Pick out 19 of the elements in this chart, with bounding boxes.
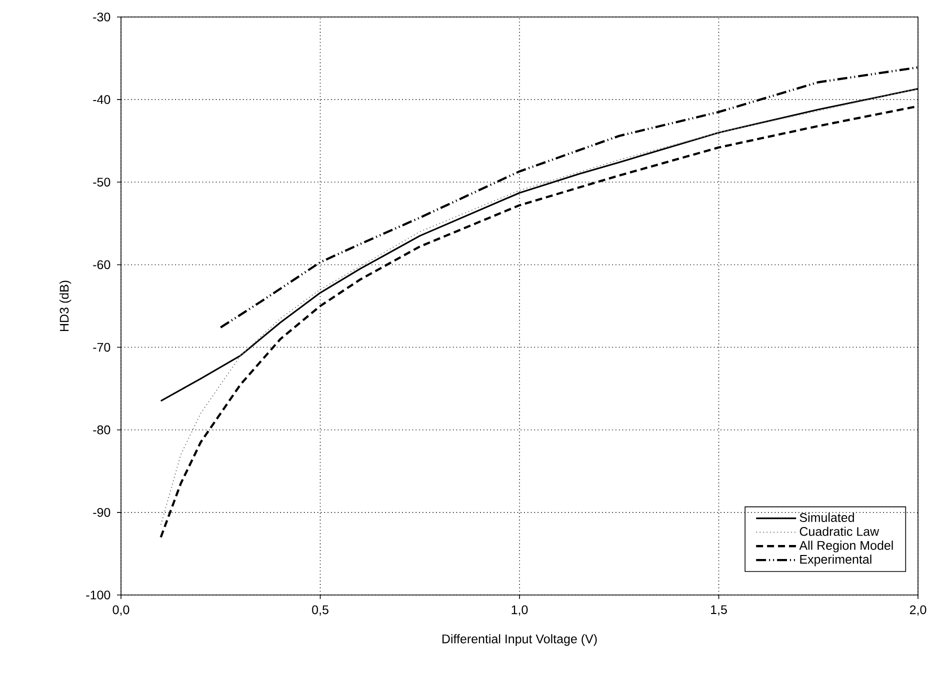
y-tick-label: -90 xyxy=(93,508,110,517)
y-axis-title: HD3 (dB) xyxy=(59,280,72,332)
legend-label: All Region Model xyxy=(799,540,893,552)
x-tick-label: 2,0 xyxy=(910,605,926,616)
y-tick-label: -60 xyxy=(93,260,110,270)
y-tick-label: -40 xyxy=(93,95,110,104)
y-tick-label: -50 xyxy=(93,178,110,187)
x-axis-title: Differential Input Voltage (V) xyxy=(442,634,597,646)
x-tick-label: 0,0 xyxy=(112,605,130,616)
x-tick-label: 0,5 xyxy=(312,605,328,616)
legend-label: Cuadratic Law xyxy=(800,526,880,536)
x-tick-label: 1,0 xyxy=(512,605,528,616)
x-tick-label: 1,5 xyxy=(711,605,727,616)
y-tick-label: -30 xyxy=(93,12,110,22)
y-tick-label: -70 xyxy=(93,342,110,352)
legend-label: Simulated xyxy=(800,512,854,522)
legend-label: Experimental xyxy=(800,554,872,566)
y-tick-label: -100 xyxy=(86,590,110,600)
y-tick-label: -80 xyxy=(93,425,110,434)
